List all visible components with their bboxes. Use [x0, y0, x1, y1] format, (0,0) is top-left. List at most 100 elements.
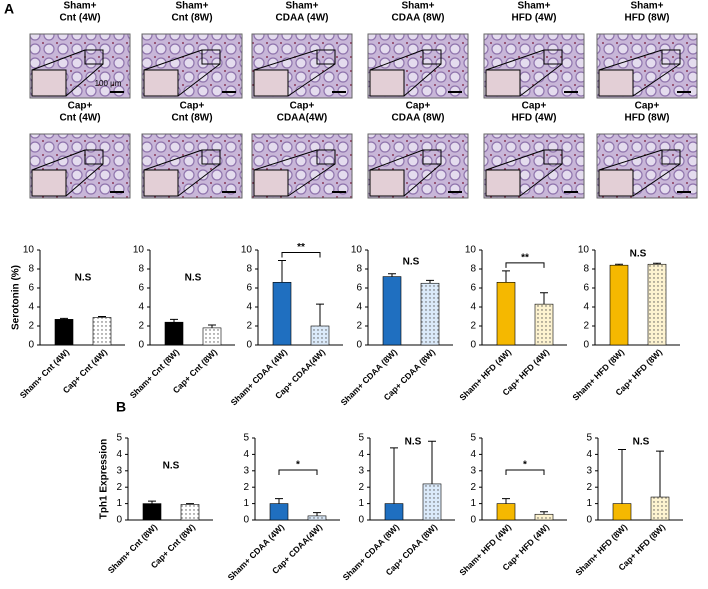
bar-pattern: [181, 504, 199, 520]
bar: [54, 319, 74, 346]
zoom-line: [31, 49, 86, 71]
significance-label: *: [523, 460, 527, 471]
zoom-box: [201, 49, 221, 65]
y-tick-label: 5: [586, 433, 592, 444]
bar: [612, 503, 632, 521]
image-title: Sham+: [517, 1, 550, 12]
y-tick-label: 0: [356, 340, 362, 351]
zoom-line: [598, 149, 663, 171]
zoom-line: [65, 163, 104, 197]
image-title: CDAA(4W): [277, 113, 328, 124]
y-tick-label: 4: [246, 302, 252, 313]
y-tick-label: 3: [243, 465, 249, 476]
y-axis-label: Serotonin (%): [11, 265, 22, 330]
y-tick-label: 5: [243, 433, 249, 444]
significance-label: N.S: [403, 256, 420, 267]
y-tick-label: 4: [470, 449, 476, 460]
y-tick-label: 10: [465, 245, 477, 256]
image-title: Cap+: [68, 101, 93, 112]
significance-label: N.S: [163, 461, 180, 472]
y-tick-label: 5: [358, 433, 364, 444]
y-tick-label: 4: [470, 302, 476, 313]
bar: [164, 321, 184, 346]
zoom-line: [403, 63, 442, 97]
inset: [253, 69, 289, 97]
zoom-line: [632, 163, 681, 197]
inset: [31, 169, 67, 197]
image-title: Sham+: [401, 1, 434, 12]
bar-pattern: [203, 327, 221, 345]
y-tick-label: 0: [583, 340, 589, 351]
y-tick-label: 1: [116, 498, 122, 509]
zoom-line: [632, 63, 681, 97]
zoom-line: [485, 49, 545, 71]
zoom-line: [253, 149, 318, 171]
error-bar: [502, 270, 510, 283]
significance-label: *: [296, 460, 300, 471]
zoom-line: [177, 163, 221, 197]
y-tick-label: 10: [578, 245, 590, 256]
y-tick-label: 1: [243, 498, 249, 509]
zoom-box: [661, 49, 681, 65]
error-bar: [275, 498, 283, 504]
bar-pattern: [535, 304, 553, 345]
zoom-line: [177, 63, 221, 97]
y-tick-label: 5: [470, 433, 476, 444]
image-title: Cap+: [522, 101, 547, 112]
y-tick-label: 6: [356, 283, 362, 294]
y-axis-label: Tph1 Expression: [99, 439, 110, 520]
y-tick-label: 2: [138, 321, 144, 332]
y-tick-label: 2: [586, 482, 592, 493]
significance-bracket: [505, 469, 545, 475]
zoom-box: [84, 49, 104, 65]
y-tick-label: 2: [243, 482, 249, 493]
y-tick-label: 6: [470, 283, 476, 294]
y-tick-label: 6: [138, 283, 144, 294]
bar-pattern: [535, 514, 553, 520]
significance-label: **: [521, 253, 529, 264]
zoom-box: [316, 149, 336, 165]
y-tick-label: 4: [138, 302, 144, 313]
zoom-line: [143, 149, 203, 171]
error-bar: [540, 292, 548, 305]
x-tick-label: Sham+ Cnt (8W): [106, 522, 159, 575]
y-tick-label: 2: [470, 321, 476, 332]
zoom-line: [598, 49, 663, 71]
image-title: HFD (8W): [625, 113, 670, 124]
zoom-line: [253, 49, 318, 71]
y-tick-label: 4: [586, 449, 592, 460]
bar: [269, 503, 289, 521]
bar-pattern: [421, 283, 439, 345]
panel-label: B: [116, 399, 126, 415]
image-title: Cap+: [180, 101, 205, 112]
error-bar: [618, 448, 626, 504]
histology-image: [596, 33, 698, 99]
y-tick-label: 6: [28, 283, 34, 294]
y-tick-label: 10: [241, 245, 253, 256]
y-tick-label: 2: [358, 482, 364, 493]
bar-pattern: [648, 264, 666, 345]
y-tick-label: 2: [116, 482, 122, 493]
error-bar: [653, 262, 661, 265]
y-tick-label: 2: [246, 321, 252, 332]
y-tick-label: 5: [116, 433, 122, 444]
bar: [609, 264, 629, 346]
y-tick-label: 2: [356, 321, 362, 332]
zoom-line: [403, 163, 442, 197]
zoom-line: [143, 49, 203, 71]
significance-label: N.S: [633, 437, 650, 448]
y-tick-label: 2: [583, 321, 589, 332]
y-tick-label: 0: [470, 340, 476, 351]
zoom-box: [661, 149, 681, 165]
zoom-box: [422, 49, 442, 65]
y-tick-label: 0: [470, 515, 476, 526]
scale-bar-label: 100 μm: [95, 79, 122, 88]
significance-label: N.S: [75, 273, 92, 284]
inset: [31, 69, 67, 97]
y-tick-label: 3: [586, 465, 592, 476]
bar-pattern: [311, 326, 329, 345]
y-tick-label: 8: [583, 264, 589, 275]
y-tick-label: 0: [586, 515, 592, 526]
inset: [253, 169, 289, 197]
y-tick-label: 8: [246, 264, 252, 275]
